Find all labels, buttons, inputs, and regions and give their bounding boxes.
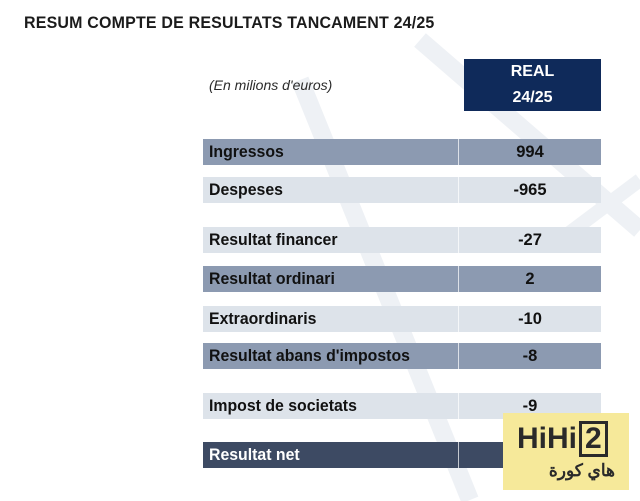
- row-value: -965: [513, 180, 547, 199]
- row-label: Resultat ordinari: [209, 269, 335, 288]
- table-row-extraordinaris: Extraordinaris -10: [203, 306, 601, 332]
- row-label: Ingressos: [209, 142, 284, 161]
- row-value: -9: [522, 396, 538, 415]
- hihi2-watermark-badge: HiHi 2 هاي كورة: [503, 413, 629, 490]
- row-value: -10: [518, 309, 542, 328]
- table-row-despeses: Despeses -965: [203, 177, 601, 203]
- row-label: Impost de societats: [209, 396, 357, 415]
- page-title: RESUM COMPTE DE RESULTATS TANCAMENT 24/2…: [24, 13, 435, 32]
- logo-arabic-text: هاي كورة: [548, 461, 615, 480]
- row-value: 994: [516, 142, 544, 161]
- row-label: Resultat financer: [209, 230, 338, 249]
- row-value: 2: [525, 269, 535, 288]
- table-row-resultat-abans-impostos: Resultat abans d'impostos -8: [203, 343, 601, 369]
- column-header-real: REAL 24/25: [464, 59, 601, 111]
- column-header-line2: 24/25: [512, 89, 553, 106]
- logo-number: 2: [579, 421, 608, 457]
- row-label: Resultat abans d'impostos: [209, 346, 410, 365]
- table-row-resultat-ordinari: Resultat ordinari 2: [203, 266, 601, 292]
- row-label: Extraordinaris: [209, 309, 317, 328]
- table-row-resultat-financer: Resultat financer -27: [203, 227, 601, 253]
- logo-text: HiHi: [517, 422, 577, 455]
- row-label: Resultat net: [209, 445, 300, 464]
- hihi2-logo: HiHi 2: [517, 419, 608, 459]
- row-value: -27: [518, 230, 542, 249]
- units-note: (En milions d'euros): [209, 77, 333, 93]
- row-value: -8: [522, 346, 538, 365]
- table-row-ingressos: Ingressos 994: [203, 139, 601, 165]
- row-label: Despeses: [209, 180, 283, 199]
- column-header-line1: REAL: [510, 63, 555, 80]
